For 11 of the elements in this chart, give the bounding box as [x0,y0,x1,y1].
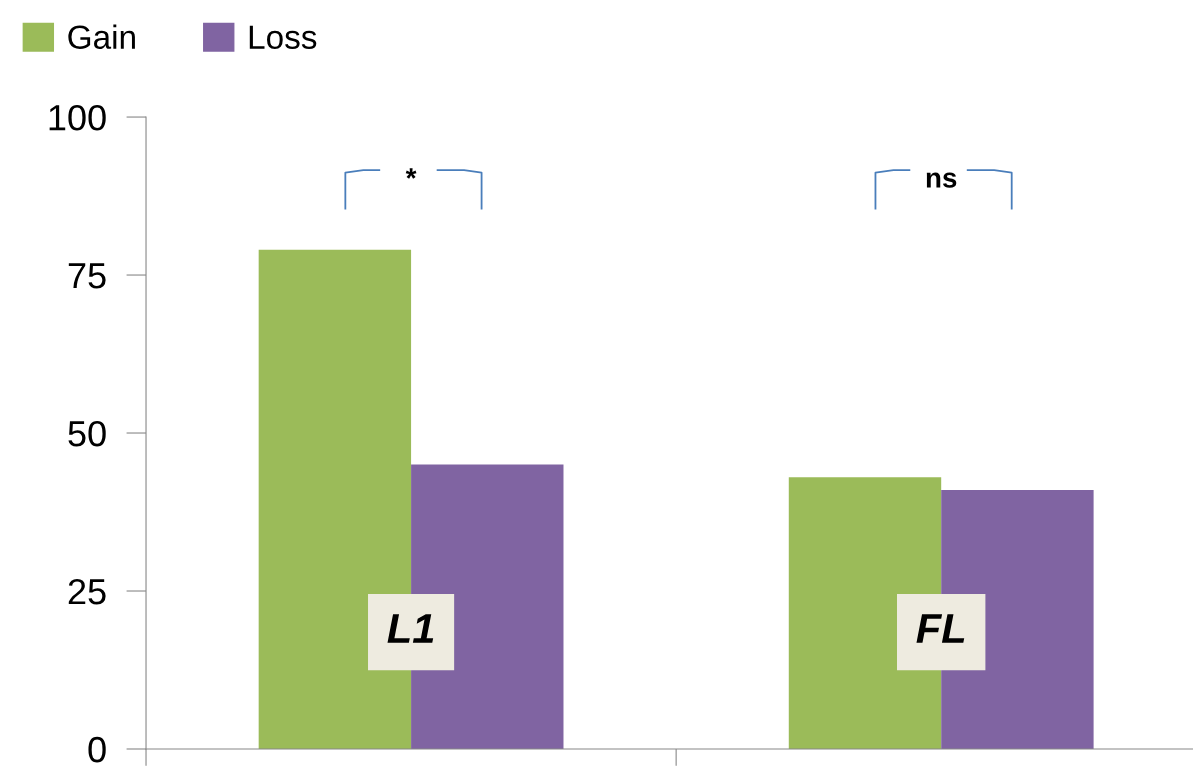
annotation: * [405,168,417,179]
legend-label: Gain [68,24,135,49]
y-tick-label: 25 [68,578,106,605]
y-tick-label: 100 [49,104,106,131]
y-tick-label: 75 [68,263,106,289]
legend-label: Loss [249,25,317,49]
y-tick-label: 50 [68,420,106,447]
y-tick-label: 0 [88,736,106,763]
x-tick-label: L1 [387,614,434,643]
x-tick-label: FL [916,614,965,643]
annotation: ns [926,172,957,188]
